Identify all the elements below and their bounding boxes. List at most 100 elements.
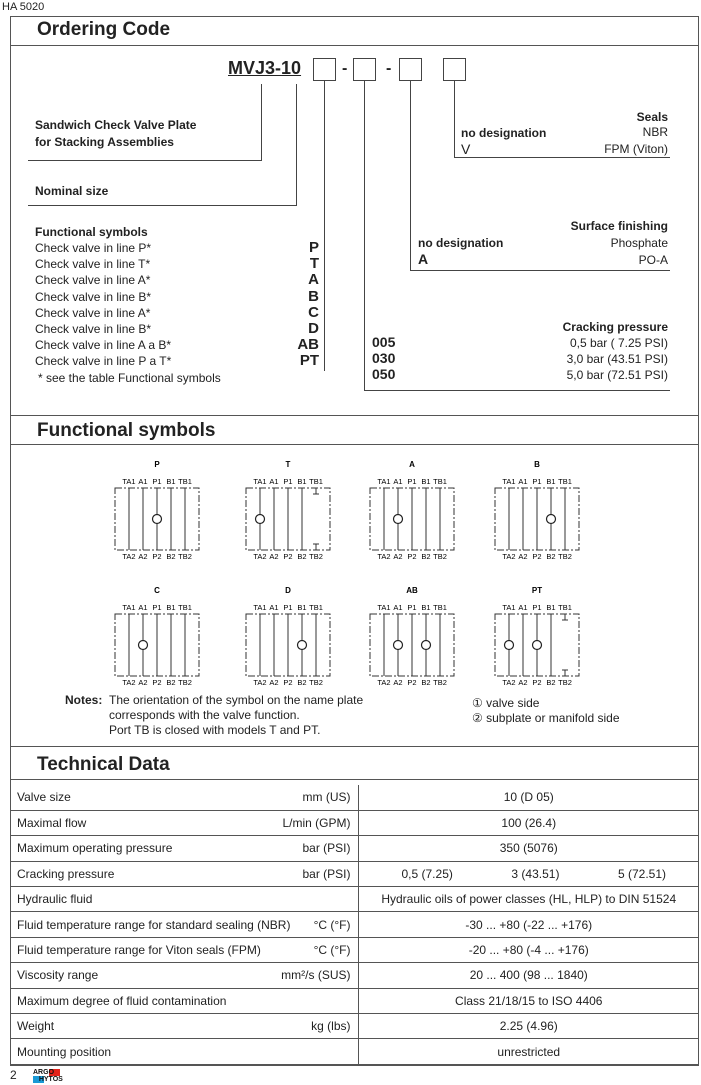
port-label: P1 [532, 603, 541, 612]
port-label: P1 [532, 477, 541, 486]
port-label: P1 [283, 477, 292, 486]
page-number: 2 [10, 1068, 17, 1082]
tech-value: 100 (26.4) [501, 816, 557, 831]
table-row: Mounting position unrestricted [10, 1038, 699, 1065]
table-row: Weight kg (lbs) 2.25 (4.96) [10, 1013, 699, 1040]
table-row: Maximal flow L/min (GPM) 100 (26.4) [10, 810, 699, 837]
technical-data-table: Valve size mm (US) 10 (D 05) Maximal flow L/… [10, 785, 699, 1065]
port-label: TA1 [122, 603, 135, 612]
port-label: A1 [393, 477, 402, 486]
code-size: 10 [281, 58, 302, 78]
port-label: TA1 [502, 603, 515, 612]
port-label: TA1 [502, 477, 515, 486]
port-label: B1 [421, 477, 430, 486]
port-label: A2 [518, 552, 527, 561]
tech-unit: mm²/s (SUS) [281, 968, 351, 983]
symbol-title: T [286, 460, 291, 469]
function-label: Check valve in line A* [35, 273, 151, 288]
seals-code-v: V [461, 141, 471, 157]
port-label: A1 [269, 603, 278, 612]
port-label: P2 [152, 552, 161, 561]
functional-symbol-t: T TA1 A1 P1 B1 TB1 TA2 A2 P2 B2 TB2 [245, 460, 331, 561]
port-label: A2 [269, 678, 278, 687]
port-label: P1 [283, 603, 292, 612]
cracking-value: 5 (72.51) [617, 866, 666, 881]
table-row: Maximum degree of fluid contamination Cla… [10, 988, 699, 1015]
port-label: A2 [138, 678, 147, 687]
note-line-1: The orientation of the symbol on the nam… [109, 693, 364, 707]
port-label: B1 [297, 603, 306, 612]
tech-parameter: Hydraulic fluid [17, 892, 93, 907]
port-label: P2 [532, 678, 541, 687]
description-line-1: Sandwich Check Valve Plate [35, 118, 197, 132]
port-label: P1 [152, 477, 161, 486]
surface-title: Surface finishing [570, 219, 668, 233]
check-valve-icon [392, 639, 404, 651]
code-prefix: MVJ3- [228, 58, 282, 78]
function-label: Check valve in line P* [35, 241, 152, 255]
surface-value-default: Phosphate [610, 236, 668, 250]
port-label: TB1 [558, 477, 572, 486]
code-slot-seals [443, 58, 466, 81]
port-label: TB2 [309, 552, 323, 561]
tech-parameter: Valve size [17, 790, 71, 805]
functional-symbol-pt: PT TA1 A1 P1 B1 TB1 TA2 A2 P2 B2 TB2 [494, 586, 580, 687]
check-valve-icon [137, 639, 149, 651]
tech-value: 20 ... 400 (98 ... 1840) [469, 968, 588, 983]
port-label: B2 [421, 552, 430, 561]
function-label: Check valve in line A a B* [35, 338, 172, 353]
port-label: A1 [269, 477, 278, 486]
symbol-title: C [154, 586, 160, 595]
check-valve-icon [151, 513, 163, 525]
port-label: P2 [407, 552, 416, 561]
tech-value: 10 (D 05) [503, 790, 554, 805]
code-slot-cracking [353, 58, 376, 81]
table-row: Viscosity range mm²/s (SUS) 20 ... 400 (98… [10, 962, 699, 989]
port-label: A1 [138, 603, 147, 612]
tech-value: 2.25 (4.96) [499, 1019, 558, 1034]
tech-parameter: Fluid temperature range for standard sea… [17, 917, 291, 932]
port-label: B2 [546, 678, 555, 687]
port-label: B2 [166, 678, 175, 687]
port-label: P2 [283, 552, 292, 561]
symbol-title: D [285, 586, 291, 595]
cracking-code-005: 005 [372, 334, 396, 350]
check-valve-icon [545, 513, 557, 525]
port-label: TB1 [433, 603, 447, 612]
table-row: Maximum operating pressure bar (PSI) 350 (… [10, 835, 699, 862]
functional-symbol-p: P TA1 A1 P1 B1 TB1 TA2 A2 P2 B2 TB2 [114, 460, 200, 561]
port-label: A2 [518, 678, 527, 687]
seals-code-default: no designation [461, 126, 547, 140]
seals-title: Seals [636, 110, 668, 124]
tech-parameter: Maximum operating pressure [17, 841, 173, 856]
port-label: A2 [393, 552, 402, 561]
port-label: B1 [546, 603, 555, 612]
port-label: TB2 [433, 552, 447, 561]
function-code: B [308, 287, 319, 305]
port-label: A1 [138, 477, 147, 486]
check-valve-icon [503, 639, 515, 651]
surface-value-a: PO-A [638, 253, 668, 267]
cracking-code-050: 050 [372, 366, 396, 382]
nominal-size-label: Nominal size [35, 184, 109, 198]
tech-value: unrestricted [497, 1044, 561, 1059]
port-label: B2 [421, 678, 430, 687]
port-label: TA2 [253, 552, 266, 561]
tech-value: 350 (5076) [499, 841, 558, 856]
port-label: P2 [407, 678, 416, 687]
tech-unit: mm (US) [302, 790, 351, 805]
tech-parameter: Mounting position [17, 1044, 112, 1059]
port-label: TA2 [502, 552, 515, 561]
check-valve-icon [392, 513, 404, 525]
functional-symbol-d: D TA1 A1 P1 B1 TB1 TA2 A2 P2 B2 TB2 [245, 586, 331, 687]
functional-symbol-c: C TA1 A1 P1 B1 TB1 TA2 A2 P2 B2 TB2 [114, 586, 200, 687]
function-code: T [309, 255, 319, 273]
table-row: Hydraulic fluid Hydraulic oils of power c… [10, 886, 699, 913]
technical-data-heading: Technical Data [10, 746, 699, 780]
check-valve-icon [254, 513, 266, 525]
functional-symbol-a: A TA1 A1 P1 B1 TB1 TA2 A2 P2 B2 TB2 [369, 460, 455, 561]
seals-value-default: NBR [642, 125, 668, 139]
tech-value: Class 21/18/15 to ISO 4406 [455, 993, 603, 1008]
port-label: TA1 [377, 603, 390, 612]
argo-hytos-logo: ARGO HYTOS [33, 1069, 63, 1083]
